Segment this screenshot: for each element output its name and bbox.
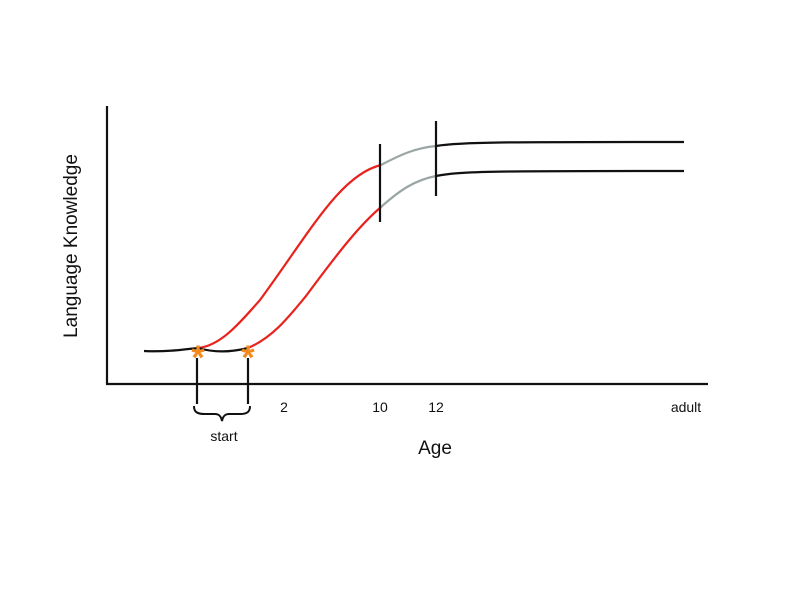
upper-curve-plateau [435, 140, 685, 148]
x-tick-label-adult: adult [671, 399, 701, 415]
lower-curve-rising-segment [247, 206, 382, 350]
x-tick-label-2: 2 [280, 399, 288, 415]
upper-curve-transition-segment [380, 144, 437, 166]
x-tick-label-10: 10 [372, 399, 388, 415]
lower-curve-plateau [435, 169, 685, 178]
x-tick-label-12: 12 [428, 399, 444, 415]
upper-curve-baseline [143, 346, 199, 353]
start-label: start [210, 428, 237, 444]
lower-curve-transition-segment [380, 174, 437, 208]
start-marker-early-icon: * [191, 339, 205, 377]
upper-curve-rising-segment [197, 163, 382, 350]
lower-curve-baseline [197, 346, 249, 353]
x-axis-title: Age [418, 438, 452, 459]
start-brace [193, 405, 251, 422]
y-axis-title: Language Knowledge [61, 154, 82, 338]
